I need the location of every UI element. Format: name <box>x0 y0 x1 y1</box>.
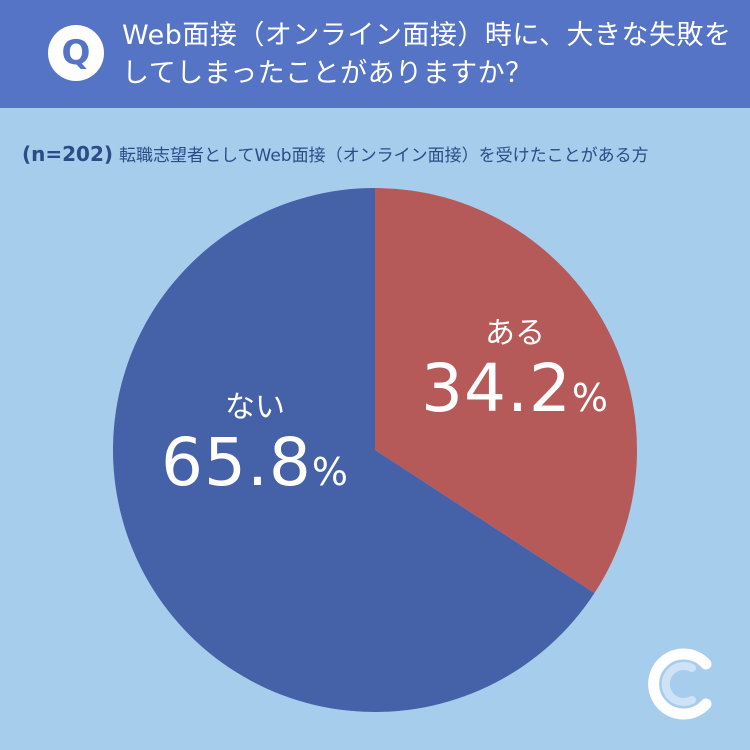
crescent-c-logo-icon <box>648 648 712 720</box>
label-nai-percent: % <box>311 450 350 494</box>
sample-text: 転職志望者としてWeb面接（オンライン面接）を受けたことがある方 <box>119 146 649 166</box>
pie-slice-aru <box>375 188 637 594</box>
question-badge: Q <box>48 25 104 81</box>
label-nai: ない 65.8% <box>140 390 370 509</box>
question-line-1: Web面接（オンライン面接）時に、大きな失敗を <box>122 20 732 51</box>
label-nai-value: 65.8% <box>140 426 370 509</box>
label-aru-category: ある <box>485 316 545 351</box>
label-nai-category: ない <box>225 390 285 425</box>
label-aru-value: 34.2% <box>400 352 630 435</box>
sample-description: (n=202) 転職志望者としてWeb面接（オンライン面接）を受けたことがある方 <box>22 140 732 170</box>
label-nai-number: 65.8 <box>160 424 312 501</box>
question-text: Web面接（オンライン面接）時に、大きな失敗を してしまったことがありますか？ <box>122 17 732 93</box>
sample-size: (n=202) <box>22 142 114 166</box>
question-header: Q Web面接（オンライン面接）時に、大きな失敗を してしまったことがありますか… <box>0 0 750 108</box>
label-aru: ある 34.2% <box>400 316 630 435</box>
label-aru-percent: % <box>571 376 610 420</box>
question-line-2: してしまったことがありますか？ <box>122 58 533 89</box>
label-aru-number: 34.2 <box>420 350 572 427</box>
pie-slice-nai <box>113 188 595 712</box>
